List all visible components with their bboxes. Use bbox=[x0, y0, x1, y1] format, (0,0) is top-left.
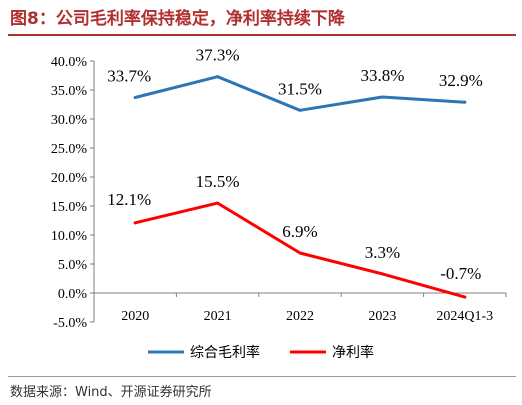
y-tick-label: 20.0% bbox=[51, 171, 88, 186]
y-tick-label: 35.0% bbox=[51, 84, 88, 99]
data-point bbox=[298, 251, 302, 255]
data-point bbox=[463, 100, 467, 104]
legend-entry: 综合毛利率 bbox=[190, 344, 260, 361]
data-label: 31.5% bbox=[278, 79, 322, 98]
data-label: 33.8% bbox=[360, 66, 404, 85]
data-label: 37.3% bbox=[196, 46, 240, 65]
data-point bbox=[216, 201, 220, 205]
data-label: -0.7% bbox=[440, 264, 481, 283]
data-label: 6.9% bbox=[282, 222, 317, 241]
x-tick-label: 2020 bbox=[121, 309, 149, 324]
y-tick-label: 40.0% bbox=[51, 55, 88, 70]
data-point bbox=[133, 221, 137, 225]
x-tick-label: 2022 bbox=[286, 309, 314, 324]
y-tick-label: -5.0% bbox=[53, 316, 87, 331]
figure-title: 图8：公司毛利率保持稳定，净利率持续下降 bbox=[10, 9, 345, 29]
x-tick-label: 2023 bbox=[368, 309, 396, 324]
y-tick-label: 25.0% bbox=[51, 142, 88, 157]
data-label: 33.7% bbox=[107, 67, 151, 86]
series-line-1 bbox=[133, 201, 467, 299]
y-tick-label: 0.0% bbox=[58, 287, 88, 302]
source-rule bbox=[8, 376, 516, 377]
data-label: 15.5% bbox=[196, 172, 240, 191]
x-tick-label: 2024Q1-3 bbox=[436, 309, 493, 324]
line-chart: -5.0% 0.0% 5.0% 10.0% 15.0% 20.0% 25.0% 30.0% 35… bbox=[51, 46, 507, 361]
data-point bbox=[463, 295, 467, 299]
data-point bbox=[380, 95, 384, 99]
y-tick-label: 15.0% bbox=[51, 200, 88, 215]
title-rule bbox=[8, 34, 516, 36]
data-label: 3.3% bbox=[365, 243, 400, 262]
source-note: 数据来源：Wind、开源证券研究所 bbox=[10, 385, 212, 400]
data-point bbox=[216, 75, 220, 79]
legend-entry: 净利率 bbox=[332, 344, 374, 361]
data-point bbox=[298, 108, 302, 112]
data-point bbox=[133, 96, 137, 100]
data-label: 32.9% bbox=[439, 71, 483, 90]
y-tick-label: 10.0% bbox=[51, 229, 88, 244]
x-tick-label: 2021 bbox=[204, 309, 232, 324]
data-point bbox=[380, 272, 384, 276]
data-label: 12.1% bbox=[107, 190, 151, 209]
y-tick-label: 30.0% bbox=[51, 113, 88, 128]
y-tick-label: 5.0% bbox=[58, 258, 88, 273]
